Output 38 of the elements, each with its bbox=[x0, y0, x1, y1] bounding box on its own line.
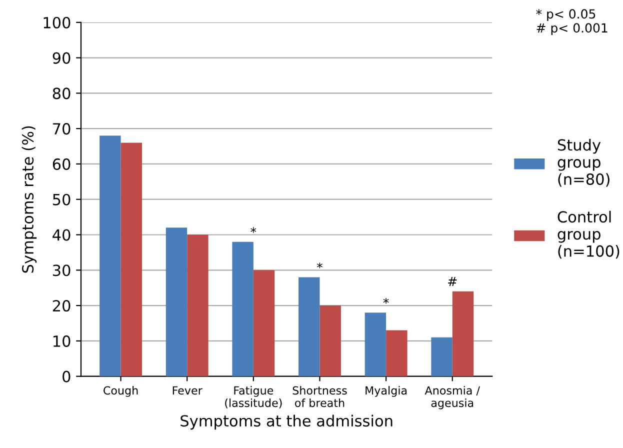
x-tick-label: Myalgia bbox=[366, 386, 407, 397]
bar bbox=[386, 330, 408, 376]
annotation: * bbox=[250, 227, 256, 233]
legend-label: Study group (n=80) bbox=[558, 138, 610, 187]
y-tick-label: 40 bbox=[52, 229, 70, 241]
y-tick-label: 20 bbox=[52, 300, 70, 312]
y-tick-label: 70 bbox=[53, 123, 70, 135]
y-tick-label: 90 bbox=[52, 52, 70, 64]
bar bbox=[320, 306, 341, 376]
x-tick-label: Shortness of breath bbox=[292, 386, 347, 408]
text: * p< 0.05 # p< 0.001 bbox=[536, 9, 608, 36]
bar bbox=[452, 291, 474, 376]
annotation: * bbox=[383, 298, 389, 304]
y-tick-label: 50 bbox=[53, 194, 70, 206]
y-axis-title: Symptoms rate (%) bbox=[22, 126, 37, 273]
annotation: # bbox=[448, 277, 457, 286]
y-tick-label: 60 bbox=[52, 158, 70, 170]
bar bbox=[253, 270, 275, 376]
x-axis-title: Symptoms at the admission bbox=[180, 414, 392, 430]
bar bbox=[120, 142, 142, 376]
bar bbox=[298, 277, 320, 376]
bar bbox=[187, 234, 208, 376]
bar bbox=[232, 242, 254, 376]
y-tick-label: 80 bbox=[52, 88, 70, 100]
bar bbox=[166, 228, 188, 376]
y-tick-label: 10 bbox=[54, 335, 70, 347]
bar bbox=[431, 337, 452, 376]
annotation: * bbox=[316, 262, 322, 268]
x-tick-label: Anosmia / ageusia bbox=[424, 386, 480, 410]
legend-label: Control group (n=100) bbox=[558, 210, 620, 259]
y-tick-label: 100 bbox=[44, 16, 70, 28]
y-tick-label: 0 bbox=[62, 370, 70, 382]
bar bbox=[100, 136, 121, 376]
bar bbox=[364, 312, 386, 376]
x-tick-label: Fatigue (lassitude) bbox=[225, 386, 282, 408]
y-tick-label: 30 bbox=[52, 264, 70, 276]
x-tick-label: Fever bbox=[172, 386, 202, 395]
x-tick-label: Cough bbox=[104, 386, 138, 397]
